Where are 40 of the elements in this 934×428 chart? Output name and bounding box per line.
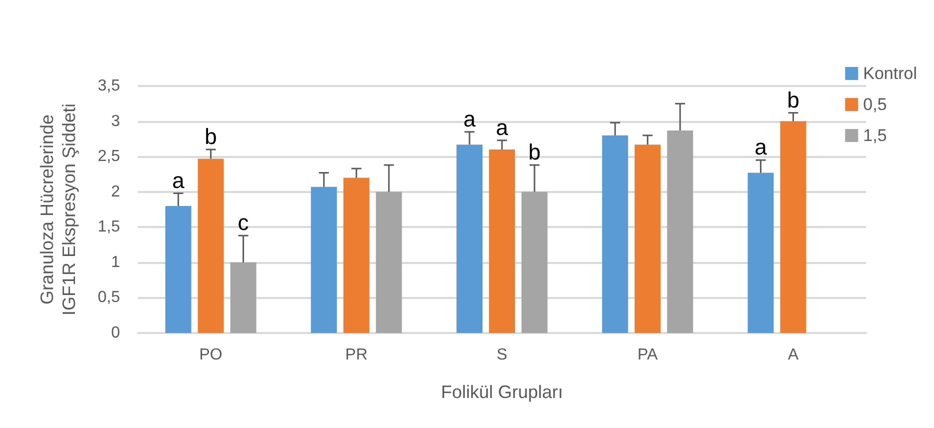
- bar: [343, 178, 370, 333]
- data-label: b: [787, 87, 800, 112]
- y-tick-label: 0,5: [98, 289, 120, 306]
- y-tick-label: 0: [111, 324, 120, 342]
- legend-label: 1,5: [863, 126, 887, 145]
- data-label: a: [754, 134, 768, 160]
- bar: [165, 206, 192, 333]
- bar: [667, 130, 694, 333]
- data-label: a: [172, 168, 186, 193]
- bar: [634, 144, 661, 333]
- y-tick-label: 2,5: [98, 148, 120, 166]
- x-tick-label: PA: [638, 346, 658, 364]
- bar: [522, 192, 548, 333]
- bar: [310, 186, 337, 333]
- bar: [489, 150, 515, 333]
- y-tick-label: 2: [111, 183, 120, 200]
- data-label: a: [496, 114, 509, 140]
- bar: [198, 158, 224, 333]
- y-tick-label: 1: [111, 254, 120, 271]
- y-axis-title: Granuloza Hücrelerinde IGF1R Ekspresyon Şiddeti: [37, 103, 79, 316]
- legend-label: 0,5: [863, 95, 887, 114]
- legend-label: Kontrol: [863, 64, 918, 83]
- y-tick-label: 3,5: [98, 78, 120, 94]
- bar: [748, 172, 774, 333]
- data-label: b: [204, 124, 217, 150]
- bar: [602, 135, 628, 333]
- x-tick-label: S: [496, 346, 508, 364]
- bar: [230, 262, 256, 333]
- x-tick-label: PO: [199, 346, 222, 364]
- x-axis-title: Folikül Grupları: [440, 382, 564, 402]
- data-label: c: [238, 210, 249, 236]
- y-tick-label: 3: [111, 112, 120, 130]
- x-tick-label: PR: [345, 346, 368, 364]
- x-tick-label: A: [788, 346, 799, 364]
- y-tick-label: 1,5: [98, 218, 120, 236]
- data-label: b: [528, 140, 541, 165]
- bar: [780, 121, 806, 333]
- bar: [376, 192, 402, 333]
- data-label: a: [463, 106, 476, 132]
- bar: [456, 144, 482, 333]
